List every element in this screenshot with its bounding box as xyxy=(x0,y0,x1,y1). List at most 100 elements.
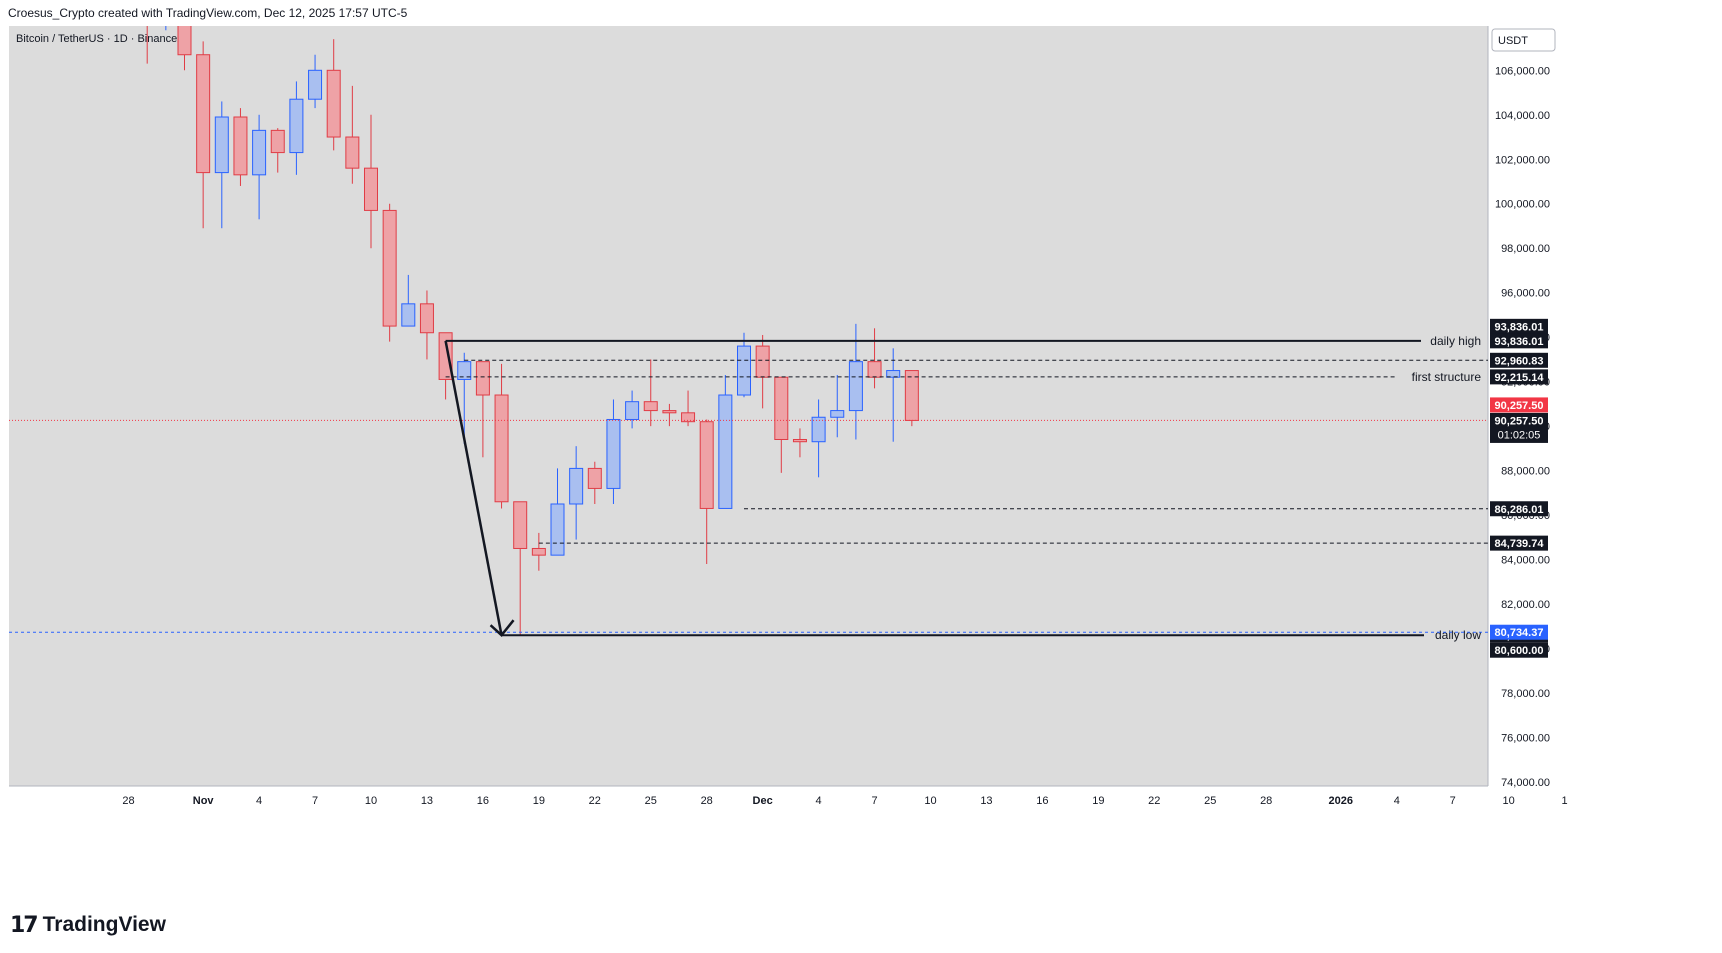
price-tick-label: 82,000.00 xyxy=(1501,599,1550,611)
candle xyxy=(681,390,696,427)
time-tick-label: 13 xyxy=(421,795,433,807)
time-tick-label: Nov xyxy=(193,795,215,807)
time-axis[interactable]: 28 Nov 4 7 10 13 16 19 22 25 28 Dec 4 7 10 13 16 19 22 25 28… xyxy=(122,795,1567,807)
chart-title: Bitcoin / TetherUS · 1D · Binance xyxy=(16,33,177,45)
time-tick-label: 22 xyxy=(589,795,601,807)
time-tick-label: 4 xyxy=(256,795,262,807)
candle xyxy=(401,274,416,327)
price-tick-label: 78,000.00 xyxy=(1501,688,1550,700)
candle-body xyxy=(196,54,211,174)
chart-background xyxy=(9,26,1488,786)
candle xyxy=(699,419,714,565)
price-chart[interactable]: daily high first structure daily low 74,00… xyxy=(0,0,1722,905)
price-tick-label: 74,000.00 xyxy=(1501,777,1550,789)
candle-body xyxy=(550,503,565,556)
candle-body xyxy=(438,332,453,380)
candle-body xyxy=(419,303,434,334)
candle-body xyxy=(475,361,490,396)
price-tag-extra-low xyxy=(1490,642,1548,658)
candle xyxy=(196,41,211,229)
time-tick-label: 10 xyxy=(1503,795,1515,807)
candle-body xyxy=(233,116,248,176)
candle-body xyxy=(718,394,733,509)
drop-arrow-line xyxy=(444,340,503,636)
tradingview-logo-icon: 𝟭𝟳 xyxy=(10,912,39,937)
candle-body xyxy=(886,370,901,378)
time-tick-label: 19 xyxy=(533,795,545,807)
candle xyxy=(904,370,919,427)
time-tick-label: 16 xyxy=(1036,795,1048,807)
candle-body xyxy=(625,401,640,420)
price-tag-current xyxy=(1490,412,1548,443)
candle-body xyxy=(904,370,919,421)
candle xyxy=(214,101,229,229)
price-tick-label: 84,000.00 xyxy=(1501,555,1550,567)
price-tag-level xyxy=(1490,535,1548,551)
candle xyxy=(308,54,323,109)
time-tick-label: 10 xyxy=(365,795,377,807)
price-tag-level-text: 92,215.14 xyxy=(1495,372,1545,384)
tradingview-logo[interactable]: 𝟭𝟳 TradingView xyxy=(10,912,166,938)
candle xyxy=(811,399,826,478)
candle-body xyxy=(569,467,584,505)
levels-layer: daily high first structure daily low xyxy=(9,334,1488,642)
candle xyxy=(625,390,640,429)
candle-body xyxy=(401,303,416,327)
time-axis-background xyxy=(9,786,1558,814)
candle-body xyxy=(737,345,751,396)
price-tag-level xyxy=(1490,369,1548,385)
price-tick-label: 88,000.00 xyxy=(1501,466,1550,478)
candle-body xyxy=(792,438,807,443)
candle-body xyxy=(755,345,770,378)
price-tick-label: 96,000.00 xyxy=(1501,288,1550,300)
drop-arrow-head xyxy=(489,619,515,638)
currency-button[interactable] xyxy=(1491,28,1556,52)
candle xyxy=(177,26,192,71)
candle xyxy=(364,114,378,249)
candle xyxy=(457,352,472,444)
price-tag-level-text: 93,836.01 xyxy=(1495,336,1544,348)
level-label: first structure xyxy=(1412,370,1482,384)
candle xyxy=(643,359,658,427)
candle-body xyxy=(289,98,304,154)
price-tick-label: 104,000.00 xyxy=(1495,110,1550,122)
price-tag-blue-level xyxy=(1490,624,1548,640)
time-tick-label: 25 xyxy=(645,795,657,807)
price-tag-level xyxy=(1490,352,1548,368)
candle-body xyxy=(494,394,509,503)
price-tick-label: 106,000.00 xyxy=(1495,65,1550,77)
time-tick-label: 13 xyxy=(980,795,992,807)
price-tag-blue-level-text: 80,734.37 xyxy=(1495,627,1544,639)
candle xyxy=(755,334,770,409)
candle-body xyxy=(643,401,658,412)
candle xyxy=(513,501,528,636)
candle xyxy=(270,128,285,173)
level-label: daily low xyxy=(1435,628,1481,642)
candle xyxy=(382,203,397,342)
candle-body xyxy=(457,361,472,380)
candle xyxy=(569,446,584,540)
candle-body xyxy=(364,167,378,211)
time-tick-label: 1 xyxy=(1562,795,1568,807)
price-tick-label: 98,000.00 xyxy=(1501,243,1550,255)
candle xyxy=(438,332,453,400)
candle-body xyxy=(531,547,546,556)
candle-body xyxy=(606,418,621,489)
candle xyxy=(419,290,434,360)
time-tick-label: 22 xyxy=(1148,795,1160,807)
candle xyxy=(662,403,677,427)
price-tag-extra-high-text: 93,836.01 xyxy=(1495,321,1544,333)
candle-body xyxy=(252,129,267,176)
candle xyxy=(718,374,733,509)
time-tick-label: 28 xyxy=(1260,795,1272,807)
price-tick-label: 102,000.00 xyxy=(1495,154,1550,166)
candle-body xyxy=(308,69,323,100)
candle-body xyxy=(587,467,602,489)
candle xyxy=(550,468,565,556)
price-tag-level xyxy=(1490,333,1548,349)
candle xyxy=(830,374,845,438)
candles-layer xyxy=(146,26,919,636)
price-tick-label: 100,000.00 xyxy=(1495,199,1550,211)
candle-body xyxy=(848,361,863,412)
countdown-text: 01:02:05 xyxy=(1498,429,1541,441)
